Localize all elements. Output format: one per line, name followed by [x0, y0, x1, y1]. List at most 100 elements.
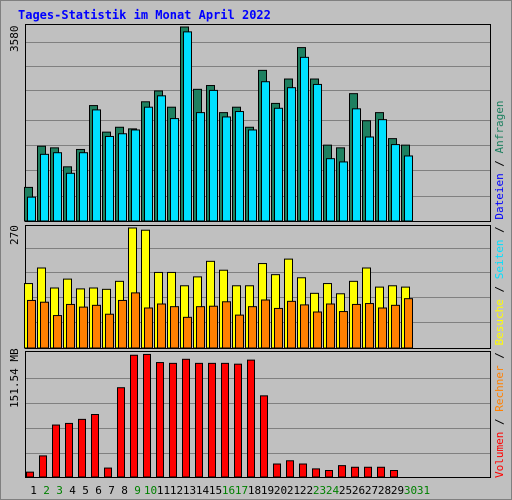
top-dateien-bar	[40, 153, 49, 222]
top-dateien-bar	[352, 108, 361, 222]
day-label: 10	[144, 484, 157, 497]
day-label: 24	[326, 484, 340, 497]
top-dateien-bar	[105, 135, 114, 222]
top-dateien-bar	[144, 106, 153, 222]
middle-besuche-bar	[313, 311, 322, 349]
top-dateien-bar	[326, 158, 335, 222]
legend-entry: Volumen	[493, 432, 506, 478]
middle-besuche-bar	[339, 311, 348, 349]
top-dateien-bar	[248, 129, 257, 222]
day-label: 27	[365, 484, 378, 497]
top-dateien-bar	[157, 95, 166, 222]
day-label: 31	[417, 484, 430, 497]
legend: Volumen / Rechner / Besuche / Seiten / D…	[493, 100, 506, 478]
bottom-series-volumen	[26, 353, 398, 478]
top-dateien-bar	[287, 87, 296, 222]
middle-besuche-bar	[209, 305, 218, 349]
middle-besuche-bar	[326, 303, 335, 349]
day-label: 30	[404, 484, 417, 497]
bottom-volumen-bar	[247, 359, 255, 478]
bottom-volumen-bar	[208, 362, 216, 478]
bottom-volumen-bar	[26, 471, 34, 478]
top-dateien-bar	[261, 81, 270, 222]
legend-entry: Seiten	[493, 240, 506, 280]
legend-entry: /	[493, 220, 506, 240]
day-label: 14	[196, 484, 210, 497]
middle-besuche-bar	[170, 306, 179, 349]
top-dateien-bar	[118, 133, 127, 222]
middle-besuche-bar	[352, 303, 361, 349]
day-labels: 1 2 3 4 5 6 7 8 9 10 11 12 13 14 15 16 17 18 19 20 21 22 23 24 2…	[30, 484, 430, 497]
top-panel	[24, 24, 491, 222]
top-dateien-bar	[300, 56, 309, 222]
top-dateien-bar	[391, 144, 400, 222]
top-dateien-bar	[339, 161, 348, 222]
bottom-volumen-bar	[260, 395, 268, 478]
day-label: 8	[121, 484, 128, 497]
top-dateien-bar	[222, 116, 231, 222]
bottom-panel	[25, 351, 491, 478]
legend-entry: /	[493, 412, 506, 432]
day-label: 13	[183, 484, 196, 497]
top-dateien-bar	[79, 152, 88, 222]
top-dateien-bar	[378, 119, 387, 222]
top-dateien-bar	[170, 118, 179, 222]
day-label: 5	[82, 484, 89, 497]
day-label: 6	[95, 484, 102, 497]
bottom-volumen-bar	[234, 363, 242, 478]
bottom-volumen-bar	[286, 460, 294, 478]
middle-besuche-bar	[66, 303, 75, 349]
middle-besuche-bar	[287, 300, 296, 349]
bottom-volumen-bar	[351, 466, 359, 478]
panels	[24, 24, 491, 478]
day-label: 1	[30, 484, 37, 497]
bottom-volumen-bar	[377, 466, 385, 478]
top-dateien-bar	[27, 196, 36, 222]
middle-besuche-bar	[92, 304, 101, 349]
top-dateien-bar	[365, 136, 374, 222]
bottom-volumen-bar	[65, 422, 73, 478]
day-label: 25	[339, 484, 352, 497]
middle-panel	[24, 225, 491, 349]
top-dateien-bar	[404, 155, 413, 222]
top-dateien-bar	[92, 109, 101, 222]
bottom-volumen-bar	[338, 465, 346, 478]
day-label: 9	[134, 484, 141, 497]
middle-besuche-bar	[118, 299, 127, 349]
bottom-volumen-bar	[299, 463, 307, 478]
day-label: 28	[378, 484, 391, 497]
top-dateien-bar	[131, 129, 140, 222]
bottom-volumen-bar	[364, 466, 372, 478]
day-label: 29	[391, 484, 404, 497]
day-label: 2	[43, 484, 50, 497]
day-label: 3	[56, 484, 63, 497]
middle-besuche-bar	[53, 315, 62, 349]
middle-besuche-bar	[378, 307, 387, 349]
bottom-volumen-bar	[117, 387, 125, 478]
day-label: 23	[313, 484, 326, 497]
bottom-volumen-bar	[52, 424, 60, 478]
day-label: 20	[274, 484, 287, 497]
middle-besuche-bar	[404, 298, 413, 349]
middle-besuche-bar	[261, 299, 270, 349]
day-label: 12	[170, 484, 183, 497]
middle-besuche-bar	[183, 316, 192, 349]
middle-besuche-bar	[391, 304, 400, 349]
bottom-panel-max-label: 151.54 MB	[8, 348, 21, 408]
top-dateien-bar	[196, 112, 205, 222]
day-label: 16	[222, 484, 235, 497]
bottom-volumen-bar	[390, 470, 398, 478]
legend-entry: /	[493, 346, 506, 366]
middle-series-besuche	[27, 292, 413, 349]
top-dateien-bar	[183, 31, 192, 222]
middle-besuche-bar	[131, 292, 140, 349]
day-label: 7	[108, 484, 115, 497]
top-dateien-bar	[274, 107, 283, 222]
bottom-volumen-bar	[325, 470, 333, 478]
bottom-volumen-bar	[91, 414, 99, 478]
middle-besuche-bar	[235, 314, 244, 349]
middle-besuche-bar	[222, 301, 231, 349]
bottom-volumen-bar	[312, 468, 320, 478]
day-label: 19	[261, 484, 274, 497]
